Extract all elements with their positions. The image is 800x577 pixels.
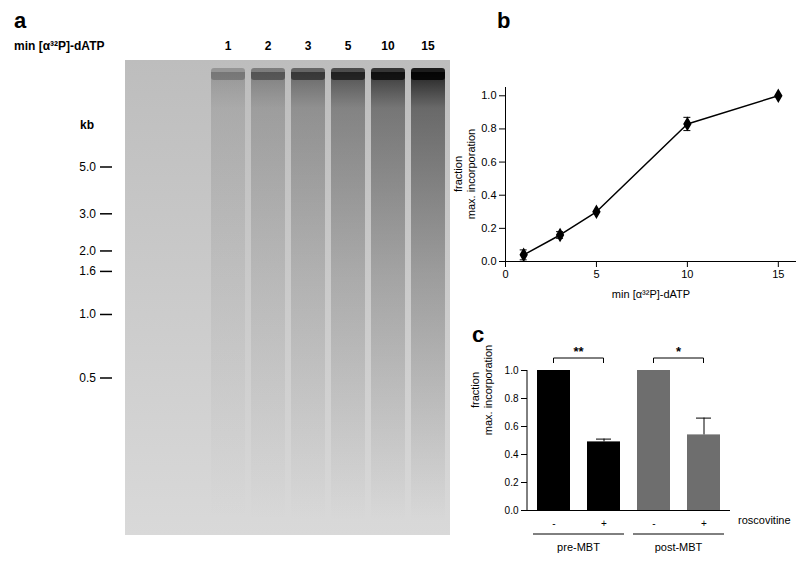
svg-text:0.5: 0.5 [79, 371, 96, 385]
svg-text:15: 15 [421, 39, 435, 53]
svg-text:+: + [701, 518, 707, 529]
svg-text:3: 3 [305, 39, 312, 53]
svg-text:min [α³²P]-dATP: min [α³²P]-dATP [612, 288, 690, 300]
svg-text:5.0: 5.0 [79, 160, 96, 174]
svg-text:post-MBT: post-MBT [655, 541, 703, 553]
svg-text:1: 1 [225, 39, 232, 53]
svg-text:0.4: 0.4 [505, 449, 519, 460]
svg-text:0.2: 0.2 [505, 477, 519, 488]
svg-text:0.2: 0.2 [481, 222, 496, 234]
svg-text:0: 0 [502, 268, 508, 280]
svg-text:10: 10 [381, 39, 395, 53]
svg-text:2: 2 [265, 39, 272, 53]
svg-text:0.8: 0.8 [505, 393, 519, 404]
svg-text:1.0: 1.0 [79, 307, 96, 321]
svg-text:0.0: 0.0 [505, 505, 519, 516]
svg-text:0.8: 0.8 [481, 122, 496, 134]
html-text:fraction max. incorporation: fraction max. incorporation [452, 128, 477, 220]
svg-text:0.6: 0.6 [505, 421, 519, 432]
html-text:c: c [472, 322, 485, 347]
svg-text:10: 10 [681, 268, 693, 280]
svg-text:*: * [676, 344, 682, 359]
svg-text:0.4: 0.4 [481, 189, 496, 201]
svg-text:kb: kb [80, 118, 94, 132]
svg-text:2.0: 2.0 [79, 244, 96, 258]
html-text:b: b [497, 8, 511, 33]
svg-text:1.6: 1.6 [79, 264, 96, 278]
svg-text:1.0: 1.0 [505, 365, 519, 376]
svg-text:0.6: 0.6 [481, 156, 496, 168]
svg-text:5: 5 [593, 268, 599, 280]
svg-text:5: 5 [345, 39, 352, 53]
svg-text:0.0: 0.0 [481, 255, 496, 267]
svg-text:roscovitine: roscovitine [738, 514, 791, 526]
svg-text:pre-MBT: pre-MBT [557, 541, 600, 553]
svg-text:**: ** [573, 344, 584, 359]
svg-text:15: 15 [772, 268, 784, 280]
html-text:fraction max. incorporation: fraction max. incorporation [469, 344, 494, 436]
svg-text:-: - [552, 518, 555, 529]
svg-text:min [α³²P]-dATP: min [α³²P]-dATP [14, 39, 104, 53]
svg-text:-: - [652, 518, 655, 529]
svg-text:a: a [14, 8, 27, 33]
svg-text:3.0: 3.0 [79, 207, 96, 221]
svg-text:1.0: 1.0 [481, 89, 496, 101]
svg-text:+: + [601, 518, 607, 529]
